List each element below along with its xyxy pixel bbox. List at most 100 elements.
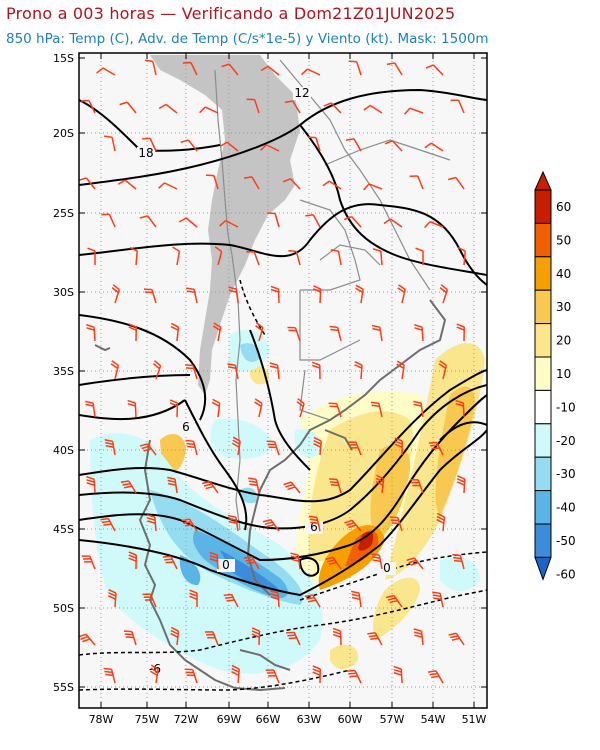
colorbar-top-arrow (534, 170, 552, 191)
wind-barb-flag (231, 442, 240, 448)
wind-barb-flag (310, 521, 319, 525)
wind-barb-flag (456, 478, 465, 483)
wind-barb-shaft (421, 326, 424, 342)
colorbar-label: -40 (556, 501, 576, 515)
wind-barb-flag (183, 521, 192, 525)
wind-barb-flag (269, 365, 279, 369)
wind-barb-flag (221, 63, 230, 68)
wind-barb-flag (291, 558, 300, 562)
wind-barb-flag (288, 637, 297, 640)
wind-barb-flag (456, 481, 465, 486)
wind-barb-flag (87, 247, 96, 252)
wind-barb-flag (311, 361, 321, 366)
wind-barb-flag (187, 445, 196, 449)
wind-barb-flag (348, 524, 357, 529)
wind-barb-flag (181, 518, 190, 522)
wind-barb-flag (397, 287, 405, 293)
wind-barb-shaft (337, 251, 342, 266)
wind-barb-flag (284, 100, 293, 104)
wind-barb-flag (325, 556, 334, 560)
wind-barb-flag (141, 445, 150, 450)
wind-barb-shaft (295, 251, 301, 266)
wind-barb-flag (367, 632, 376, 635)
wind-barb-flag (370, 637, 379, 641)
wind-barb-flag (256, 322, 264, 329)
wind-barb-flag (376, 474, 385, 480)
wind-barb-flag (162, 555, 171, 558)
wind-barb-flag (452, 553, 461, 557)
wind-barb-flag (394, 443, 403, 448)
wind-barb-flag (372, 327, 381, 331)
wind-barb-flag (363, 104, 371, 111)
wind-barb-flag (170, 632, 179, 638)
wind-barb-flag (413, 631, 423, 635)
wind-barb-flag (158, 182, 165, 189)
wind-barb-shaft (351, 216, 362, 228)
wind-barb-flag (82, 638, 91, 643)
wind-barb-flag (313, 436, 322, 442)
wind-barb-flag (393, 668, 402, 673)
wind-barb-flag (343, 215, 352, 221)
wind-barb-shaft (164, 182, 178, 190)
lat-label: 25S (53, 207, 74, 220)
wind-barb-flag (282, 178, 291, 183)
wind-barb-flag (415, 247, 424, 252)
wind-barb-flag (453, 556, 462, 560)
wind-barb-flag (80, 99, 89, 102)
wind-barb-flag (375, 477, 384, 483)
lon-label: 51W (462, 713, 487, 726)
wind-barb-flag (129, 246, 138, 252)
wind-barb-flag (264, 521, 273, 525)
wind-barb-flag (117, 179, 126, 185)
wind-barb-flag (396, 363, 405, 369)
wind-barb-flag (212, 325, 221, 331)
wind-barb-flag (389, 516, 398, 519)
wind-barb-flag (355, 284, 364, 290)
wind-barb-flag (424, 142, 432, 149)
wind-barb-flag (431, 447, 440, 450)
wind-barb-flag (110, 363, 119, 370)
wind-barb-flag (457, 246, 466, 252)
wind-barb-shaft (430, 142, 444, 152)
wind-barb-flag (96, 67, 104, 74)
wind-barb-flag (384, 140, 393, 145)
colorbar-label: -30 (556, 467, 576, 481)
wind-barb-flag (307, 599, 317, 603)
wind-barb-flag (270, 596, 279, 600)
colorbar-segment (534, 356, 552, 391)
contour-label-bg (378, 562, 396, 575)
wind-barb-flag (247, 561, 256, 565)
wind-barb-flag (189, 595, 198, 600)
wind-barb-flag (231, 671, 240, 676)
wind-barb-shaft (315, 137, 321, 152)
wind-barb-flag (390, 519, 399, 522)
wind-barb-flag (144, 291, 153, 294)
colorbar-segment (534, 423, 552, 458)
wind-barb-flag (370, 401, 379, 405)
colorbar-segment (534, 523, 552, 558)
colorbar-label: 30 (556, 300, 571, 314)
wind-barb-flag (111, 287, 119, 294)
lon-label: 66W (256, 713, 281, 726)
contour-label: -6 (149, 662, 161, 676)
lon-label: 63W (297, 713, 322, 726)
wind-barb-flag (332, 627, 341, 632)
wind-barb-flag (393, 672, 402, 676)
colorbar-label: 40 (556, 267, 571, 281)
wind-barb-flag (205, 485, 214, 490)
wind-barb-flag (185, 439, 194, 443)
wind-barb-flag (104, 670, 113, 674)
wind-barb-flag (228, 286, 237, 290)
colorbar-segment (534, 323, 552, 358)
wind-barb-flag (348, 672, 357, 675)
wind-barb-flag (436, 515, 445, 521)
lat-label: 45S (53, 523, 74, 536)
wind-barb-flag (251, 627, 260, 632)
wind-barb-flag (312, 668, 321, 673)
colorbar-segment (534, 389, 552, 425)
wind-barb-flag (169, 402, 178, 407)
wind-barb-flag (323, 102, 332, 107)
wind-barb-flag (170, 629, 179, 635)
wind-barb-shaft (429, 221, 444, 228)
